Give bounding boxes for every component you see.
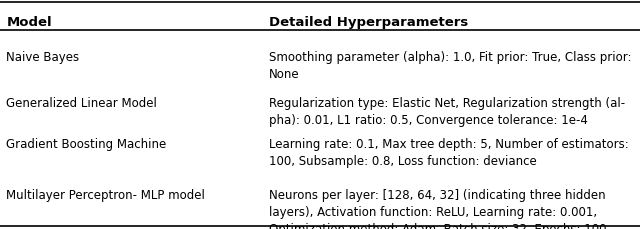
Text: Detailed Hyperparameters: Detailed Hyperparameters <box>269 16 468 29</box>
Text: Gradient Boosting Machine: Gradient Boosting Machine <box>6 137 166 150</box>
Text: Generalized Linear Model: Generalized Linear Model <box>6 96 157 109</box>
Text: Naive Bayes: Naive Bayes <box>6 50 79 63</box>
Text: Multilayer Perceptron- MLP model: Multilayer Perceptron- MLP model <box>6 188 205 201</box>
Text: Smoothing parameter (alpha): 1.0, Fit prior: True, Class prior:
None: Smoothing parameter (alpha): 1.0, Fit pr… <box>269 50 631 80</box>
Text: Learning rate: 0.1, Max tree depth: 5, Number of estimators:
100, Subsample: 0.8: Learning rate: 0.1, Max tree depth: 5, N… <box>269 137 628 167</box>
Text: Neurons per layer: [128, 64, 32] (indicating three hidden
layers), Activation fu: Neurons per layer: [128, 64, 32] (indica… <box>269 188 606 229</box>
Text: Model: Model <box>6 16 52 29</box>
Text: Regularization type: Elastic Net, Regularization strength (al-
pha): 0.01, L1 ra: Regularization type: Elastic Net, Regula… <box>269 96 625 126</box>
